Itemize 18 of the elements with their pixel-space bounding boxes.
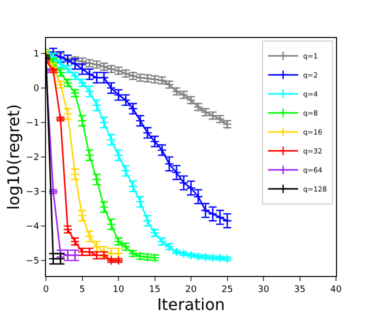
x-axis-title: Iteration [157,294,225,314]
x-tick-label: 40 [330,284,342,295]
x-tick-label: 35 [294,284,306,295]
y-tick-label: 1 [33,50,40,60]
x-tick-label: 15 [149,284,160,295]
x-tick-label: 20 [185,284,197,295]
y-tick-label: 0 [33,84,40,94]
y-axis-title: log10(regret) [4,104,23,210]
x-tick-label: 5 [79,284,86,295]
y-tick-label: −4 [26,222,40,232]
x-tick-label: 25 [222,284,233,295]
y-tick-label: −3 [26,188,40,198]
x-tick-label: 30 [258,284,270,295]
x-tick-label: 0 [43,284,50,295]
y-tick-label: −2 [26,153,40,164]
y-tick-label: −5 [26,256,40,267]
x-tick-label: 10 [112,284,124,295]
y-tick-label: −1 [26,118,40,129]
